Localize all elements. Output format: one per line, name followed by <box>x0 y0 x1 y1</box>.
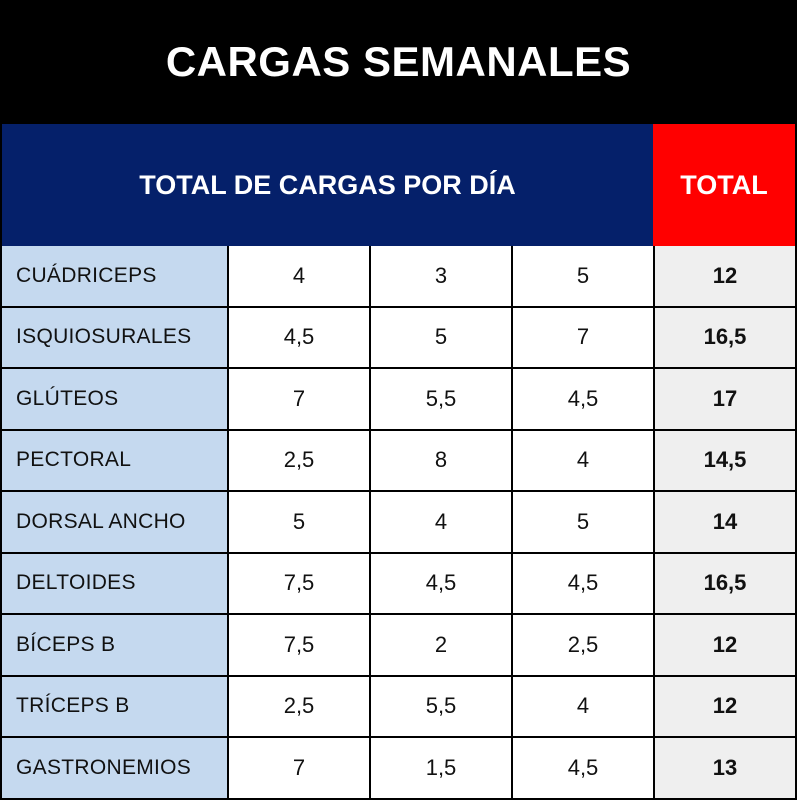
total-value-cell: 14,5 <box>653 430 795 490</box>
table-row: BÍCEPS B 7,5 2 2,5 12 <box>2 613 795 675</box>
total-value-cell: 12 <box>653 676 795 736</box>
day-3-value-cell: 7 <box>511 307 653 367</box>
day-3-value-cell: 4,5 <box>511 553 653 613</box>
total-value-cell: 12 <box>653 246 795 306</box>
day-1-value-cell: 5 <box>227 492 369 552</box>
day-3-value-cell: 2,5 <box>511 615 653 675</box>
day-3-value-cell: 4,5 <box>511 738 653 798</box>
total-value-cell: 12 <box>653 615 795 675</box>
loads-table: CUÁDRICEPS 4 3 5 12 ISQUIOSURALES 4,5 5 7 16,5 GLÚ… <box>2 246 795 798</box>
muscle-name-cell: ISQUIOSURALES <box>2 307 227 367</box>
muscle-name-cell: GASTRONEMIOS <box>2 738 227 798</box>
day-1-value-cell: 4,5 <box>227 307 369 367</box>
day-3-value-cell: 5 <box>511 492 653 552</box>
muscle-name-cell: DELTOIDES <box>2 553 227 613</box>
day-2-value-cell: 3 <box>369 246 511 306</box>
day-1-value-cell: 2,5 <box>227 676 369 736</box>
total-value-cell: 13 <box>653 738 795 798</box>
day-3-value-cell: 4,5 <box>511 369 653 429</box>
day-2-value-cell: 1,5 <box>369 738 511 798</box>
table-row: ISQUIOSURALES 4,5 5 7 16,5 <box>2 305 795 367</box>
day-2-value-cell: 5,5 <box>369 676 511 736</box>
day-3-value-cell: 4 <box>511 676 653 736</box>
total-value-cell: 17 <box>653 369 795 429</box>
day-2-value-cell: 4 <box>369 492 511 552</box>
day-2-value-cell: 4,5 <box>369 553 511 613</box>
muscle-name-cell: TRÍCEPS B <box>2 676 227 736</box>
day-2-value-cell: 8 <box>369 430 511 490</box>
table-row: TRÍCEPS B 2,5 5,5 4 12 <box>2 674 795 736</box>
table-row: GLÚTEOS 7 5,5 4,5 17 <box>2 367 795 429</box>
table-row: DORSAL ANCHO 5 4 5 14 <box>2 490 795 552</box>
total-value-cell: 16,5 <box>653 307 795 367</box>
day-1-value-cell: 7 <box>227 738 369 798</box>
day-1-value-cell: 4 <box>227 246 369 306</box>
day-1-value-cell: 7 <box>227 369 369 429</box>
day-2-value-cell: 5,5 <box>369 369 511 429</box>
table-row: GASTRONEMIOS 7 1,5 4,5 13 <box>2 736 795 798</box>
muscle-name-cell: CUÁDRICEPS <box>2 246 227 306</box>
muscle-name-cell: DORSAL ANCHO <box>2 492 227 552</box>
table-row: DELTOIDES 7,5 4,5 4,5 16,5 <box>2 551 795 613</box>
day-1-value-cell: 2,5 <box>227 430 369 490</box>
day-1-value-cell: 7,5 <box>227 553 369 613</box>
total-value-cell: 14 <box>653 492 795 552</box>
muscle-name-cell: BÍCEPS B <box>2 615 227 675</box>
total-value-cell: 16,5 <box>653 553 795 613</box>
page-title: CARGAS SEMANALES <box>0 0 797 124</box>
table-row: PECTORAL 2,5 8 4 14,5 <box>2 428 795 490</box>
days-header: TOTAL DE CARGAS POR DÍA <box>2 124 653 246</box>
day-3-value-cell: 4 <box>511 430 653 490</box>
table-row: CUÁDRICEPS 4 3 5 12 <box>2 246 795 306</box>
day-2-value-cell: 5 <box>369 307 511 367</box>
total-header: TOTAL <box>653 124 795 246</box>
day-1-value-cell: 7,5 <box>227 615 369 675</box>
muscle-name-cell: GLÚTEOS <box>2 369 227 429</box>
day-2-value-cell: 2 <box>369 615 511 675</box>
muscle-name-cell: PECTORAL <box>2 430 227 490</box>
day-3-value-cell: 5 <box>511 246 653 306</box>
